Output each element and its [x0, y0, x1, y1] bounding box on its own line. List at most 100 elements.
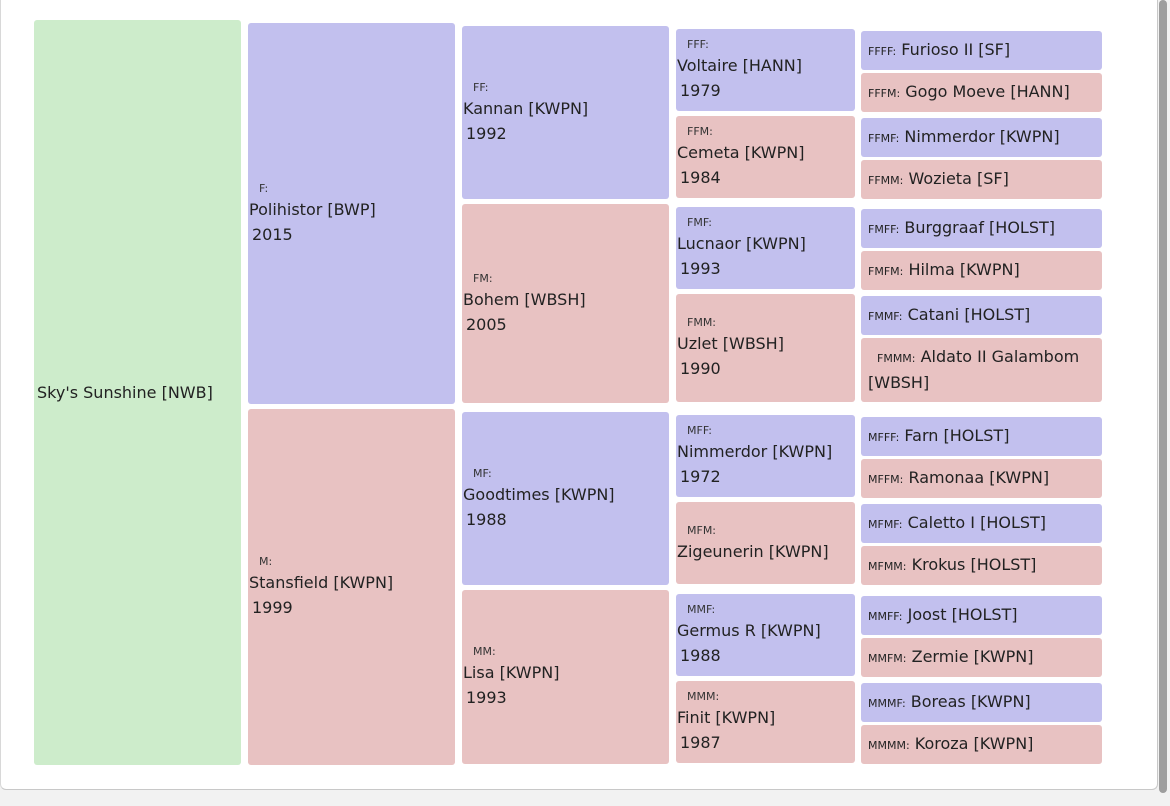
pedigree-code: FMFF: [868, 222, 900, 236]
birth-year: 2005 [466, 314, 507, 334]
pedigree-code: MF: [473, 466, 492, 480]
birth-year: 1987 [680, 733, 721, 752]
birth-year: 1993 [466, 688, 507, 707]
pedigree-code: FFF: [687, 38, 709, 51]
pedigree-cell-MFFF[interactable]: MFFF: Farn [HOLST] [861, 417, 1102, 456]
horse-name: Nimmerdor [KWPN] [677, 442, 833, 461]
pedigree-code: FM: [473, 271, 493, 285]
pedigree-root[interactable]: Sky's Sunshine [NWB] [34, 20, 241, 765]
pedigree-code: MFF: [687, 424, 712, 437]
horse-name: Caletto I [HOLST] [907, 512, 1047, 532]
pedigree-code: MMMM: [868, 738, 910, 752]
pedigree-cell-MMF[interactable]: MMF: Germus R [KWPN] 1988 [676, 594, 855, 676]
pedigree-code: MFFF: [868, 430, 900, 444]
birth-year: 1988 [466, 509, 507, 529]
pedigree-code: FMMM: [877, 352, 916, 365]
pedigree-cell-MFFM[interactable]: MFFM: Ramonaa [KWPN] [861, 459, 1102, 498]
pedigree-code: MMM: [687, 690, 720, 703]
horse-name: Hilma [KWPN] [908, 259, 1020, 279]
horse-name: Joost [HOLST] [907, 604, 1018, 624]
horse-name: Boreas [KWPN] [910, 691, 1031, 711]
horse-name: Gogo Moeve [HANN] [905, 81, 1070, 101]
pedigree-cell-FMFM[interactable]: FMFM: Hilma [KWPN] [861, 251, 1102, 290]
pedigree-code: FMF: [687, 216, 712, 229]
birth-year: 1988 [680, 646, 721, 665]
pedigree-code: MMMF: [868, 696, 906, 710]
horse-name: Polihistor [BWP] [249, 199, 376, 219]
pedigree-code: FMM: [687, 316, 717, 329]
pedigree-cell-FFFM[interactable]: FFFM: Gogo Moeve [HANN] [861, 73, 1102, 112]
pedigree-cell-MMFM[interactable]: MMFM: Zermie [KWPN] [861, 638, 1102, 677]
pedigree-cell-MMFF[interactable]: MMFF: Joost [HOLST] [861, 596, 1102, 635]
birth-year: 2015 [252, 224, 293, 244]
horse-name: Goodtimes [KWPN] [463, 484, 615, 504]
horse-name: Stansfield [KWPN] [249, 573, 394, 592]
horse-name: Zermie [KWPN] [911, 646, 1034, 666]
pedigree-cell-FMFF[interactable]: FMFF: Burggraaf [HOLST] [861, 209, 1102, 248]
horse-name: Nimmerdor [KWPN] [904, 126, 1060, 146]
birth-year: 1979 [680, 81, 721, 100]
horse-name: Kannan [KWPN] [463, 98, 589, 118]
horse-name: Finit [KWPN] [677, 708, 776, 727]
pedigree-cell-FFMM[interactable]: FFMM: Wozieta [SF] [861, 160, 1102, 199]
horse-name: Uzlet [WBSH] [677, 334, 784, 353]
birth-year: 1999 [252, 598, 293, 617]
pedigree-code: MM: [473, 645, 496, 658]
pedigree-cell-FMM[interactable]: FMM: Uzlet [WBSH] 1990 [676, 294, 855, 402]
pedigree-code: FF: [473, 80, 489, 94]
pedigree-cell-MF[interactable]: MF: Goodtimes [KWPN] 1988 [462, 412, 669, 585]
pedigree-code: MFM: [687, 523, 717, 537]
pedigree-cell-F[interactable]: F: Polihistor [BWP] 2015 [248, 23, 455, 404]
horse-name: Cemeta [KWPN] [677, 143, 805, 162]
horse-name: Lisa [KWPN] [463, 663, 560, 682]
pedigree-code: FFMF: [868, 131, 900, 145]
pedigree-cell-MM[interactable]: MM: Lisa [KWPN] 1993 [462, 590, 669, 764]
pedigree-cell-FMMM[interactable]: FMMM: Aldato II Galambom [WBSH] [861, 338, 1102, 402]
pedigree-cell-FMMF[interactable]: FMMF: Catani [HOLST] [861, 296, 1102, 335]
pedigree-cell-MFMF[interactable]: MFMF: Caletto I [HOLST] [861, 504, 1102, 543]
horse-name: Farn [HOLST] [904, 425, 1010, 445]
horse-name: Germus R [KWPN] [677, 621, 821, 640]
pedigree-code: FFMM: [868, 173, 904, 187]
horse-name: Ramonaa [KWPN] [908, 467, 1050, 487]
pedigree-code: M: [259, 555, 273, 568]
pedigree-code: MMF: [687, 603, 716, 616]
pedigree-code: MFMF: [868, 517, 903, 531]
pedigree-cell-FMF[interactable]: FMF: Lucnaor [KWPN] 1993 [676, 207, 855, 289]
horse-name: Zigeunerin [KWPN] [677, 541, 829, 561]
birth-year: 1992 [466, 123, 507, 143]
horse-name: Lucnaor [KWPN] [677, 234, 806, 253]
horse-name: Sky's Sunshine [NWB] [37, 383, 213, 402]
pedigree-cell-MFMM[interactable]: MFMM: Krokus [HOLST] [861, 546, 1102, 585]
pedigree-cell-MMM[interactable]: MMM: Finit [KWPN] 1987 [676, 681, 855, 763]
pedigree-cell-FM[interactable]: FM: Bohem [WBSH] 2005 [462, 204, 669, 403]
horse-name: Bohem [WBSH] [463, 289, 586, 309]
horse-name: Burggraaf [HOLST] [904, 217, 1056, 237]
pedigree-cell-FFMF[interactable]: FFMF: Nimmerdor [KWPN] [861, 118, 1102, 157]
pedigree-cell-MMMM[interactable]: MMMM: Koroza [KWPN] [861, 725, 1102, 764]
pedigree-cell-FFM[interactable]: FFM: Cemeta [KWPN] 1984 [676, 116, 855, 198]
pedigree-code: F: [259, 181, 269, 195]
vertical-scrollbar[interactable] [1159, 0, 1167, 793]
horse-name: Catani [HOLST] [907, 304, 1031, 324]
pedigree-cell-MFF[interactable]: MFF: Nimmerdor [KWPN] 1972 [676, 415, 855, 497]
pedigree-cell-MMMF[interactable]: MMMF: Boreas [KWPN] [861, 683, 1102, 722]
pedigree-code: MMFF: [868, 609, 903, 623]
pedigree-code: MFFM: [868, 472, 904, 486]
birth-year: 1972 [680, 467, 721, 486]
horse-name: Voltaire [HANN] [677, 56, 803, 75]
horse-name: Aldato II Galambom [WBSH] [868, 347, 1080, 392]
pedigree-cell-FFF[interactable]: FFF: Voltaire [HANN] 1979 [676, 29, 855, 111]
pedigree-code: FFM: [687, 125, 713, 138]
birth-year: 1990 [680, 359, 721, 378]
birth-year: 1993 [680, 259, 721, 278]
pedigree-code: MFMM: [868, 559, 907, 573]
pedigree-cell-MFM[interactable]: MFM: Zigeunerin [KWPN] [676, 502, 855, 584]
pedigree-code: FFFF: [868, 44, 897, 58]
pedigree-cell-M[interactable]: M: Stansfield [KWPN] 1999 [248, 409, 455, 765]
pedigree-cell-FFFF[interactable]: FFFF: Furioso II [SF] [861, 31, 1102, 70]
pedigree-cell-FF[interactable]: FF: Kannan [KWPN] 1992 [462, 26, 669, 199]
horse-name: Krokus [HOLST] [911, 554, 1037, 574]
pedigree-code: FFFM: [868, 86, 901, 100]
birth-year: 1984 [680, 168, 721, 187]
